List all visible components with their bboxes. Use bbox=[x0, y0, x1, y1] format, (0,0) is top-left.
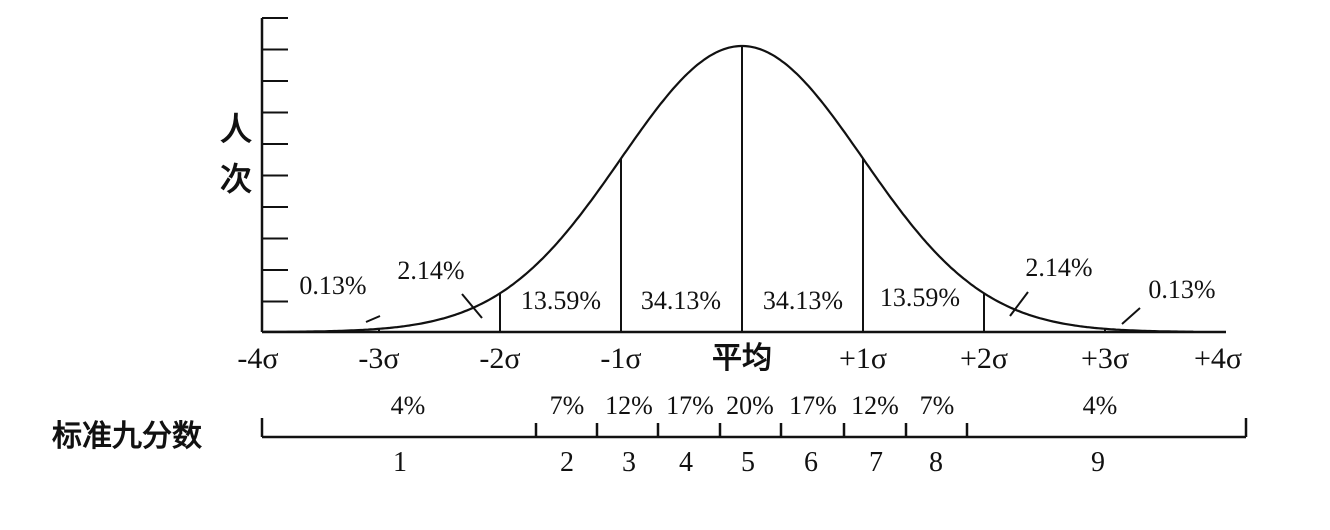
stanine-score-label: 6 bbox=[804, 447, 818, 478]
region-label-left-2sigma: 2.14% bbox=[397, 256, 464, 285]
region-label-right-center: 34.13% bbox=[763, 286, 843, 315]
x-tick-label: -1σ bbox=[600, 342, 641, 375]
stanine-percent-label: 7% bbox=[550, 391, 585, 420]
y-axis-label-char-1: 人 bbox=[220, 110, 252, 148]
region-label-left-1sigma-band: 13.59% bbox=[521, 286, 601, 315]
stanine-percent-label: 4% bbox=[1083, 391, 1118, 420]
stanine-percent-labels: 4% 7% 12% 17% 20% 17% 12% 7% 4% bbox=[391, 391, 1118, 420]
x-tick-label: +2σ bbox=[960, 342, 1008, 375]
stanine-scale-ticks bbox=[260, 418, 1248, 437]
pointer-tail-right bbox=[1121, 307, 1141, 325]
sigma-division-lines bbox=[378, 46, 1106, 332]
stanine-score-label: 5 bbox=[741, 447, 755, 478]
stanine-label: 标准九分数 bbox=[52, 419, 203, 454]
stanine-score-label: 1 bbox=[393, 447, 407, 478]
stanine-percent-label: 12% bbox=[851, 391, 899, 420]
x-tick-label: +4σ bbox=[1194, 342, 1242, 375]
stanine-percent-label: 17% bbox=[789, 391, 837, 420]
stanine-percent-label: 17% bbox=[666, 391, 714, 420]
pointer-2sigma-left bbox=[461, 293, 483, 319]
stanine-score-label: 4 bbox=[679, 447, 693, 478]
stanine-score-label: 8 bbox=[929, 447, 943, 478]
region-label-right-2sigma: 2.14% bbox=[1025, 253, 1092, 282]
stanine-scale: 标准九分数 4% 7% 12% 17% 20% 17% 12% 7% 4% 1 2 3 4 5 6 7 8 9 bbox=[52, 391, 1248, 478]
x-tick-label: +1σ bbox=[839, 342, 887, 375]
x-axis-tick-labels: -4σ -3σ -2σ -1σ 平均 +1σ +2σ +3σ +4σ bbox=[237, 341, 1242, 376]
stanine-score-label: 2 bbox=[560, 447, 574, 478]
stanine-percent-label: 4% bbox=[391, 391, 426, 420]
x-tick-label: -3σ bbox=[358, 342, 399, 375]
stanine-percent-label: 20% bbox=[726, 391, 774, 420]
region-label-left-center: 34.13% bbox=[641, 286, 721, 315]
x-tick-label: 平均 bbox=[712, 341, 772, 376]
stanine-percent-label: 7% bbox=[920, 391, 955, 420]
stanine-score-label: 9 bbox=[1091, 447, 1105, 478]
region-label-right-tail: 0.13% bbox=[1148, 275, 1215, 304]
stanine-percent-label: 12% bbox=[605, 391, 653, 420]
x-tick-label: +3σ bbox=[1081, 342, 1129, 375]
stanine-score-label: 7 bbox=[869, 447, 883, 478]
normal-distribution-curve bbox=[264, 44, 1194, 333]
pointer-2sigma-right bbox=[1009, 291, 1029, 317]
y-axis-label-char-2: 次 bbox=[220, 160, 252, 198]
region-label-right-1sigma-band: 13.59% bbox=[880, 283, 960, 312]
y-axis: 人 次 bbox=[220, 17, 288, 332]
stanine-score-labels: 1 2 3 4 5 6 7 8 9 bbox=[393, 447, 1105, 478]
x-tick-label: -2σ bbox=[479, 342, 520, 375]
y-axis-ticks bbox=[262, 17, 288, 303]
region-percentage-labels: 0.13% 2.14% 13.59% 34.13% 34.13% 13.59% … bbox=[299, 253, 1215, 315]
pointer-tail-left bbox=[365, 315, 381, 323]
region-label-left-tail: 0.13% bbox=[299, 271, 366, 300]
x-tick-label: -4σ bbox=[237, 342, 278, 375]
stanine-score-label: 3 bbox=[622, 447, 636, 478]
